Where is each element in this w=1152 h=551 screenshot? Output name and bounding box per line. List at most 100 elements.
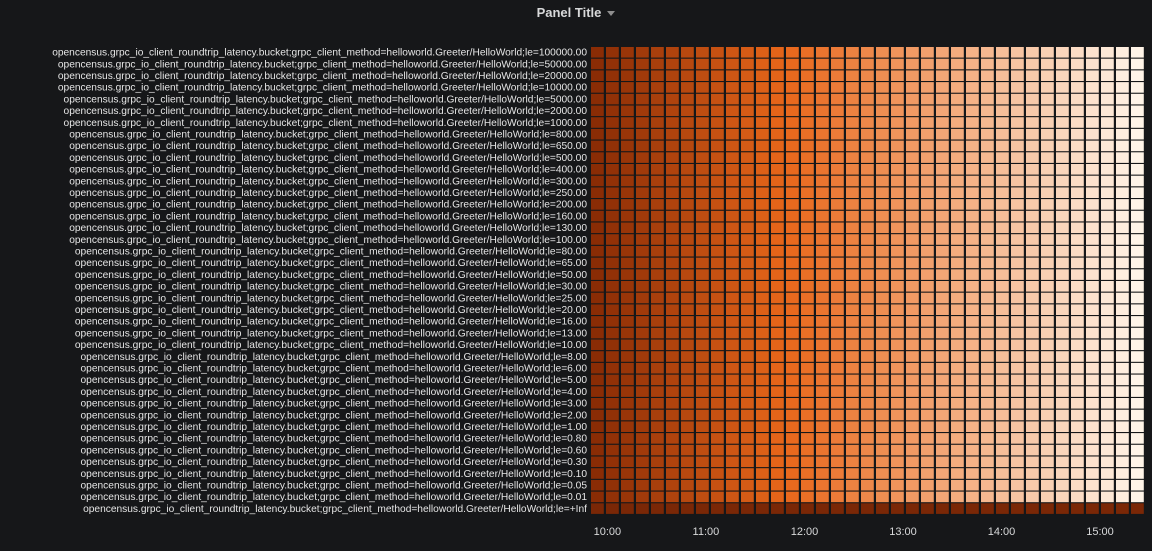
heatmap-cell[interactable] xyxy=(1026,58,1039,70)
heatmap-cell[interactable] xyxy=(1131,281,1144,292)
heatmap-cell[interactable] xyxy=(1086,105,1099,117)
heatmap-cell[interactable] xyxy=(1101,140,1114,152)
heatmap-cell[interactable] xyxy=(636,70,649,81)
heatmap-cell[interactable] xyxy=(651,479,664,491)
heatmap-cell[interactable] xyxy=(1071,292,1084,304)
heatmap-cell[interactable] xyxy=(651,292,664,304)
heatmap-cell[interactable] xyxy=(711,327,724,339)
heatmap-cell[interactable] xyxy=(591,327,604,339)
heatmap-cell[interactable] xyxy=(861,140,874,152)
heatmap-cell[interactable] xyxy=(981,199,994,210)
heatmap-cell[interactable] xyxy=(951,468,964,479)
heatmap-cell[interactable] xyxy=(621,245,634,257)
heatmap-cell[interactable] xyxy=(621,187,634,198)
heatmap-cell[interactable] xyxy=(1086,281,1099,292)
heatmap-cell[interactable] xyxy=(621,398,634,409)
caret-down-icon[interactable] xyxy=(607,10,616,16)
heatmap-cell[interactable] xyxy=(771,93,784,105)
heatmap-cell[interactable] xyxy=(756,339,769,351)
heatmap-cell[interactable] xyxy=(1041,187,1054,198)
heatmap-cell[interactable] xyxy=(981,164,994,175)
heatmap-cell[interactable] xyxy=(1101,93,1114,105)
heatmap-cell[interactable] xyxy=(831,292,844,304)
heatmap-cell[interactable] xyxy=(651,257,664,269)
heatmap-cell[interactable] xyxy=(981,93,994,105)
heatmap-cell[interactable] xyxy=(681,70,694,81)
heatmap-cell[interactable] xyxy=(606,164,619,175)
heatmap-cell[interactable] xyxy=(906,421,919,432)
heatmap-cell[interactable] xyxy=(636,468,649,479)
heatmap-cell[interactable] xyxy=(1086,468,1099,479)
heatmap-cell[interactable] xyxy=(651,468,664,479)
heatmap-cell[interactable] xyxy=(996,47,1009,58)
heatmap-cell[interactable] xyxy=(891,175,904,187)
heatmap-cell[interactable] xyxy=(681,175,694,187)
heatmap-cell[interactable] xyxy=(981,444,994,456)
heatmap-cell[interactable] xyxy=(711,292,724,304)
heatmap-cell[interactable] xyxy=(816,269,829,280)
heatmap-cell[interactable] xyxy=(861,152,874,163)
heatmap-cell[interactable] xyxy=(861,304,874,315)
heatmap-cell[interactable] xyxy=(801,222,814,234)
heatmap-cell[interactable] xyxy=(741,58,754,70)
heatmap-cell[interactable] xyxy=(876,47,889,58)
heatmap-cell[interactable] xyxy=(1116,398,1129,409)
heatmap-cell[interactable] xyxy=(771,175,784,187)
heatmap-cell[interactable] xyxy=(636,58,649,70)
heatmap-cell[interactable] xyxy=(621,386,634,397)
heatmap-cell[interactable] xyxy=(756,409,769,421)
heatmap-cell[interactable] xyxy=(786,47,799,58)
heatmap-cell[interactable] xyxy=(741,491,754,503)
heatmap-cell[interactable] xyxy=(876,117,889,128)
heatmap-cell[interactable] xyxy=(681,164,694,175)
heatmap-cell[interactable] xyxy=(801,479,814,491)
heatmap-cell[interactable] xyxy=(846,117,859,128)
heatmap-cell[interactable] xyxy=(846,421,859,432)
heatmap-cell[interactable] xyxy=(1071,164,1084,175)
heatmap-cell[interactable] xyxy=(876,245,889,257)
heatmap-cell[interactable] xyxy=(1116,152,1129,163)
heatmap-cell[interactable] xyxy=(936,70,949,81)
heatmap-cell[interactable] xyxy=(831,327,844,339)
heatmap-cell[interactable] xyxy=(966,175,979,187)
heatmap-cell[interactable] xyxy=(816,234,829,245)
heatmap-cell[interactable] xyxy=(951,175,964,187)
heatmap-cell[interactable] xyxy=(891,468,904,479)
heatmap-cell[interactable] xyxy=(1026,351,1039,362)
heatmap-cell[interactable] xyxy=(876,479,889,491)
heatmap-cell[interactable] xyxy=(756,164,769,175)
heatmap-cell[interactable] xyxy=(936,210,949,222)
heatmap-cell[interactable] xyxy=(966,316,979,327)
heatmap-cell[interactable] xyxy=(1011,82,1024,93)
heatmap-cell[interactable] xyxy=(741,82,754,93)
heatmap-cell[interactable] xyxy=(996,152,1009,163)
heatmap-cell[interactable] xyxy=(1071,281,1084,292)
heatmap-cell[interactable] xyxy=(786,164,799,175)
heatmap-cell[interactable] xyxy=(636,479,649,491)
heatmap-cell[interactable] xyxy=(1086,47,1099,58)
heatmap-cell[interactable] xyxy=(1101,187,1114,198)
heatmap-cell[interactable] xyxy=(666,257,679,269)
heatmap-cell[interactable] xyxy=(1041,316,1054,327)
heatmap-cell[interactable] xyxy=(906,58,919,70)
heatmap-cell[interactable] xyxy=(1101,245,1114,257)
heatmap-cell[interactable] xyxy=(666,175,679,187)
heatmap-cell[interactable] xyxy=(1056,362,1069,374)
heatmap-cell[interactable] xyxy=(1086,175,1099,187)
heatmap-cell[interactable] xyxy=(981,117,994,128)
heatmap-cell[interactable] xyxy=(696,421,709,432)
heatmap-cell[interactable] xyxy=(741,316,754,327)
heatmap-cell[interactable] xyxy=(771,421,784,432)
heatmap-cell[interactable] xyxy=(786,421,799,432)
heatmap-cell[interactable] xyxy=(1026,362,1039,374)
heatmap-cell[interactable] xyxy=(1011,374,1024,386)
heatmap-cell[interactable] xyxy=(666,316,679,327)
heatmap-cell[interactable] xyxy=(891,199,904,210)
heatmap-cell[interactable] xyxy=(726,292,739,304)
heatmap-cell[interactable] xyxy=(1056,374,1069,386)
heatmap-cell[interactable] xyxy=(831,187,844,198)
heatmap-cell[interactable] xyxy=(1086,433,1099,444)
heatmap-cell[interactable] xyxy=(756,199,769,210)
heatmap-cell[interactable] xyxy=(681,468,694,479)
heatmap-cell[interactable] xyxy=(756,117,769,128)
